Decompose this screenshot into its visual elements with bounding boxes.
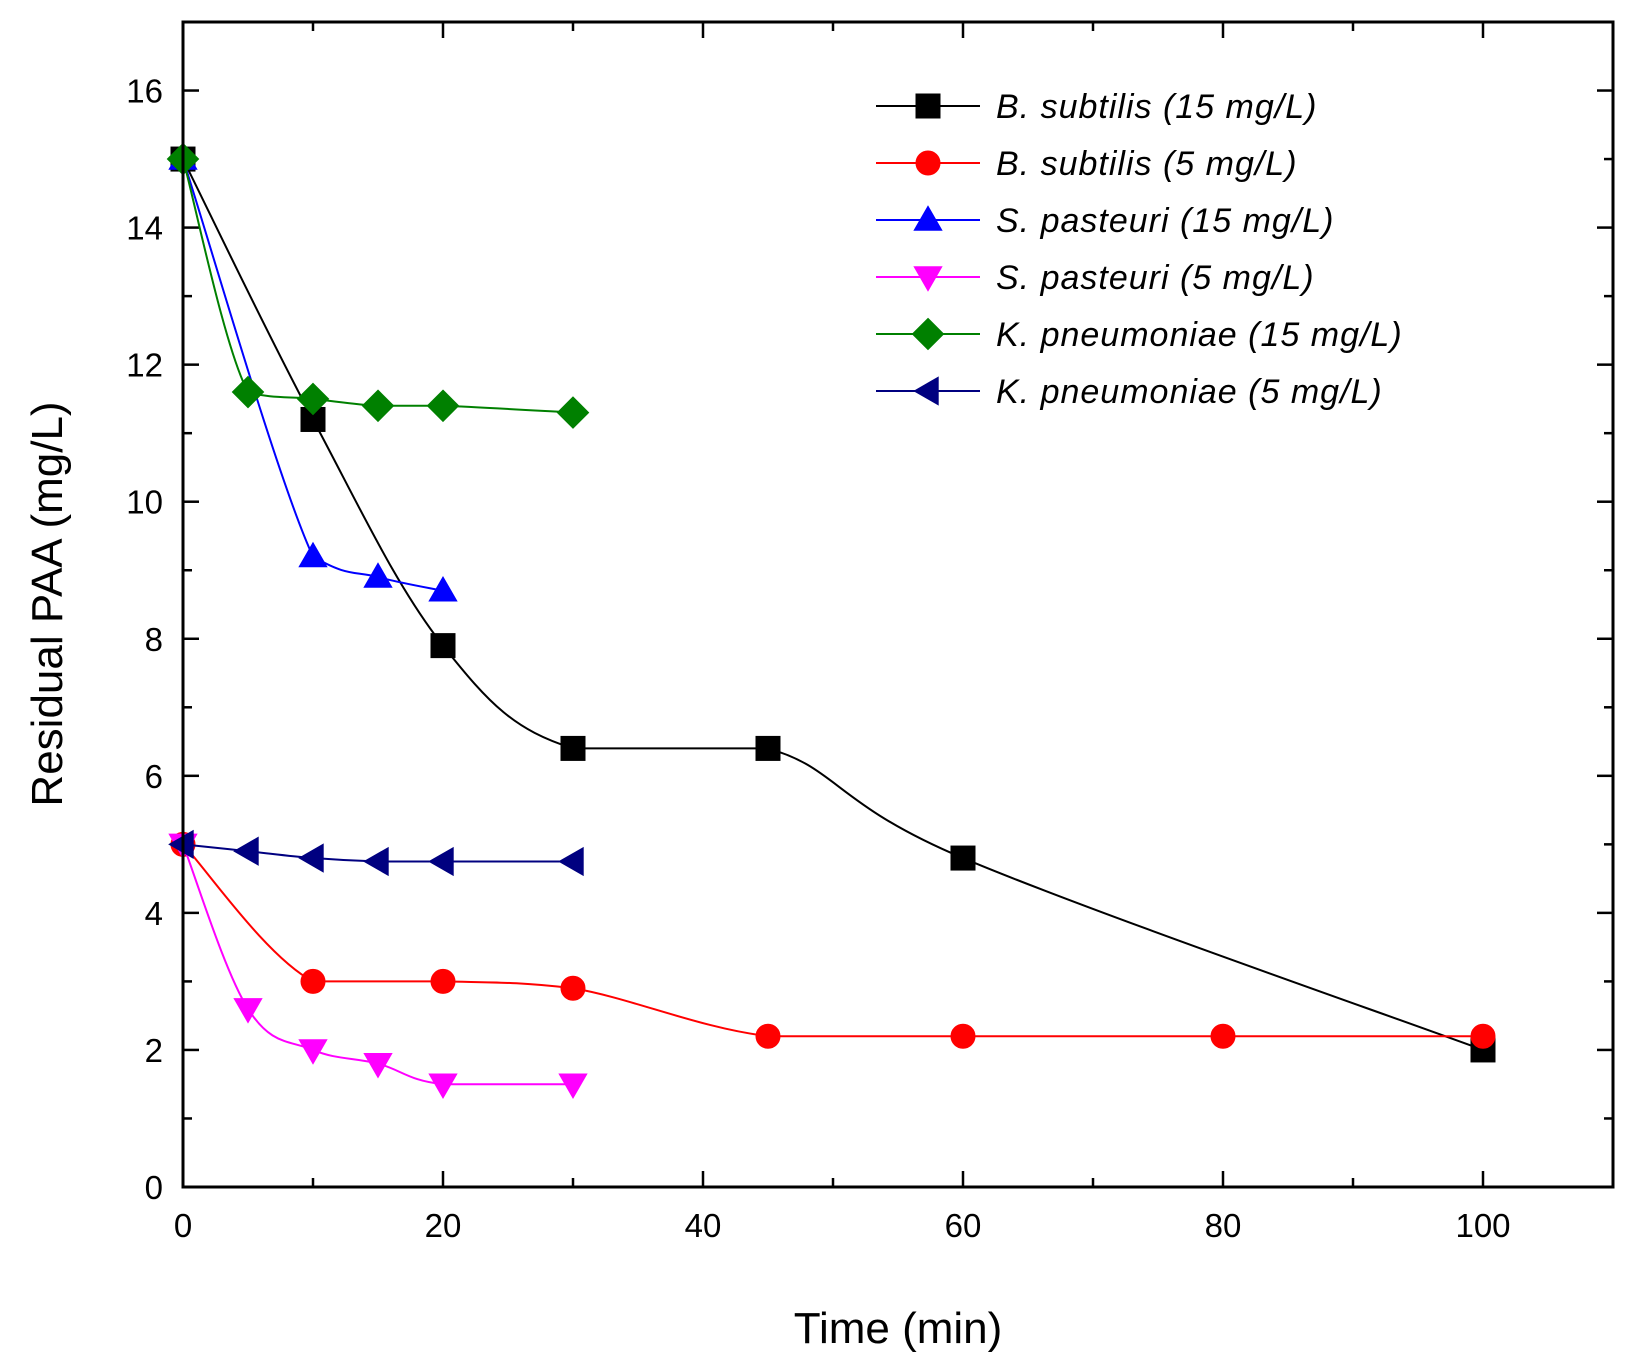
legend-item: B. subtilis (5 mg/L): [876, 145, 1298, 183]
legend-item: K. pneumoniae (15 mg/L): [876, 316, 1403, 354]
series-line: [182, 843, 573, 1086]
plot-frame: [181, 20, 1615, 1189]
legend-label: B. subtilis (5 mg/L): [996, 145, 1298, 183]
data-point: [298, 541, 328, 568]
series-4: [166, 142, 590, 429]
y-tick-label: 16: [126, 73, 163, 110]
legend-item: K. pneumoniae (5 mg/L): [876, 373, 1383, 411]
data-point: [558, 1073, 588, 1100]
data-point: [950, 845, 976, 871]
series-line: [182, 158, 574, 414]
legend-marker: [915, 150, 941, 176]
axis-ticks: [181, 20, 1615, 1189]
x-tick-label: 20: [425, 1207, 462, 1244]
x-tick-label: 80: [1205, 1207, 1242, 1244]
series-5: [168, 829, 584, 877]
data-point: [426, 389, 460, 423]
x-tick-label: 100: [1455, 1207, 1510, 1244]
data-point: [755, 735, 781, 761]
legend-marker: [911, 317, 945, 351]
data-point: [430, 633, 456, 659]
x-tick-label: 40: [685, 1207, 722, 1244]
x-tick-label: 0: [174, 1207, 192, 1244]
data-point: [363, 562, 393, 588]
legend-marker: [913, 205, 943, 231]
legend: B. subtilis (15 mg/L) B. subtilis (5 mg/L…: [876, 88, 1403, 411]
series-2: [168, 144, 458, 602]
y-tick-label: 6: [145, 758, 163, 795]
data-point: [296, 382, 330, 416]
data-point: [363, 846, 389, 877]
data-point: [231, 375, 265, 409]
data-point: [233, 998, 263, 1024]
series-0: [170, 146, 1496, 1063]
series-layer: [166, 142, 1496, 1100]
data-point: [428, 575, 458, 602]
data-point: [1470, 1023, 1496, 1049]
series-line: [182, 843, 1483, 1038]
data-point: [428, 846, 454, 877]
legend-label: K. pneumoniae (5 mg/L): [996, 373, 1383, 411]
legend-item: S. pasteuri (15 mg/L): [876, 202, 1334, 240]
legend-label: S. pasteuri (15 mg/L): [996, 202, 1334, 240]
data-point: [298, 1039, 328, 1065]
data-point: [300, 968, 326, 994]
data-point: [1210, 1023, 1236, 1049]
data-point: [363, 1052, 393, 1079]
data-point: [233, 836, 259, 866]
data-point: [558, 846, 584, 877]
data-point: [950, 1023, 976, 1049]
data-point: [168, 829, 194, 860]
data-point: [298, 843, 324, 873]
y-tick-label: 0: [145, 1169, 163, 1206]
x-axis-title: Time (min): [794, 1304, 1003, 1353]
legend-label: S. pasteuri (5 mg/L): [996, 259, 1315, 297]
legend-item: B. subtilis (15 mg/L): [876, 88, 1317, 126]
y-tick-label: 10: [126, 484, 163, 521]
data-point: [556, 396, 590, 429]
data-point: [361, 389, 395, 423]
series-1: [170, 831, 1496, 1049]
data-point: [755, 1023, 781, 1049]
data-point: [428, 1073, 458, 1100]
legend-label: B. subtilis (15 mg/L): [996, 88, 1317, 126]
data-point: [430, 968, 456, 994]
y-tick-label: 14: [126, 210, 163, 247]
legend-marker: [915, 93, 941, 119]
x-tick-label: 60: [945, 1207, 982, 1244]
series-3: [168, 833, 588, 1100]
y-tick-label: 2: [145, 1032, 163, 1069]
data-point: [560, 975, 586, 1001]
y-axis-title: Residual PAA (mg/L): [23, 401, 72, 806]
legend-item: S. pasteuri (5 mg/L): [876, 259, 1315, 297]
y-tick-label: 8: [145, 621, 163, 658]
legend-marker: [913, 266, 943, 292]
tick-labels: 0 20 40 60 80 100 0 2 4 6 8 10 12 14 16: [126, 73, 1510, 1244]
legend-marker: [913, 376, 939, 406]
y-tick-label: 12: [126, 347, 163, 384]
legend-label: K. pneumoniae (15 mg/L): [996, 316, 1403, 354]
data-point: [560, 735, 586, 761]
series-line: [182, 158, 444, 592]
y-tick-label: 4: [145, 895, 163, 932]
